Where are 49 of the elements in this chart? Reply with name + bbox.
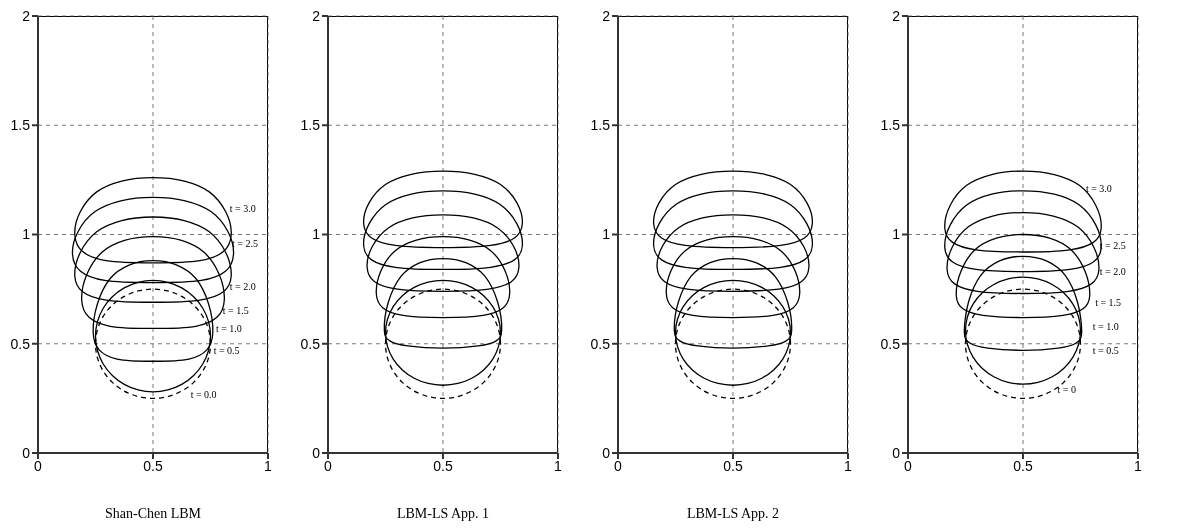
- annotation: t = 0.5: [213, 344, 240, 356]
- annotation: t = 2.0: [229, 281, 256, 293]
- x-tick-label: 0: [904, 457, 913, 474]
- annotation: t = 2.0: [1099, 266, 1126, 278]
- x-tick-label: 0: [324, 457, 333, 474]
- y-tick-label: 2: [22, 7, 31, 24]
- x-tick-label: 0.5: [723, 457, 743, 474]
- annotation: t = 1.5: [1095, 296, 1122, 308]
- y-tick-label: 1.5: [880, 117, 901, 134]
- y-tick-label: 2: [892, 7, 901, 24]
- y-tick-label: 1.5: [300, 117, 321, 134]
- y-tick-label: 0: [22, 444, 31, 461]
- text: LBM-LS App. 2: [685, 506, 781, 522]
- x-tick-label: 0.5: [1013, 457, 1033, 474]
- x-tick-label: 1: [1134, 457, 1143, 474]
- text: Shan-Chen LBM: [103, 506, 203, 522]
- annotation: t = 2.5: [232, 237, 258, 249]
- x-tick-label: 1: [264, 457, 273, 474]
- y-tick-label: 2: [312, 7, 321, 24]
- y-tick-label: 1.5: [10, 117, 31, 134]
- y-tick-label: 0.5: [300, 335, 321, 352]
- y-tick-label: 1: [602, 226, 611, 243]
- y-tick-label: 1: [312, 226, 321, 243]
- x-tick-label: 0: [614, 457, 623, 474]
- text: LBM-LS App. 1: [395, 506, 491, 522]
- annotation: t = 0: [1057, 384, 1076, 396]
- x-tick-label: 0.5: [433, 457, 453, 474]
- x-tick-label: 0.5: [143, 457, 163, 474]
- y-tick-label: 0: [602, 444, 611, 461]
- y-tick-label: 0: [892, 444, 901, 461]
- y-tick-label: 1: [892, 226, 901, 243]
- annotation: t = 3.0: [1085, 183, 1112, 195]
- annotation: t = 1.0: [1092, 320, 1119, 332]
- y-tick-label: 0.5: [880, 335, 901, 352]
- x-tick-label: 1: [844, 457, 853, 474]
- y-tick-label: 0.5: [10, 335, 31, 352]
- annotation: t = 3.0: [229, 202, 256, 214]
- annotation: t = 2.5: [1099, 239, 1126, 251]
- annotation: t = 0.5: [1092, 344, 1119, 356]
- annotation: t = 1.0: [215, 322, 242, 334]
- annotation: t = 1.5: [222, 305, 249, 317]
- y-tick-label: 0.5: [590, 335, 611, 352]
- y-tick-label: 1.5: [590, 117, 611, 134]
- x-tick-label: 1: [554, 457, 563, 474]
- annotation: t = 0.0: [190, 388, 217, 400]
- y-tick-label: 0: [312, 444, 321, 461]
- y-tick-label: 1: [22, 226, 31, 243]
- x-tick-label: 0: [34, 457, 43, 474]
- y-tick-label: 2: [602, 7, 611, 24]
